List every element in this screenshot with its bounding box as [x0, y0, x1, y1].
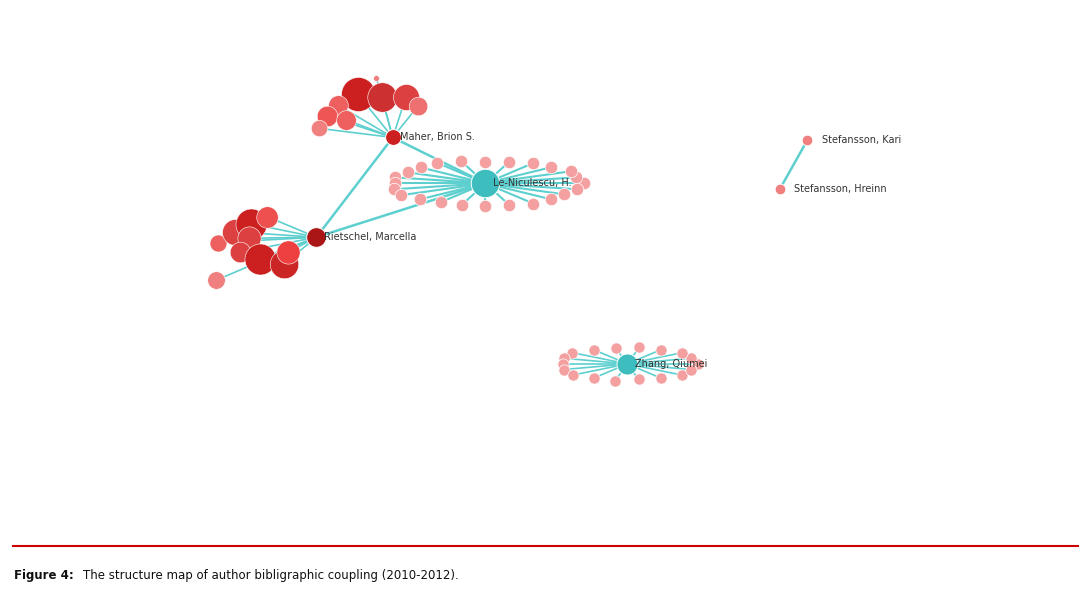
- Point: [373, 92, 391, 102]
- Point: [240, 234, 257, 243]
- Point: [652, 345, 670, 355]
- Point: [310, 123, 327, 133]
- Point: [207, 276, 225, 285]
- Point: [477, 179, 494, 188]
- Point: [673, 370, 691, 380]
- Point: [429, 158, 446, 168]
- Point: [555, 353, 573, 363]
- Text: Rietschel, Marcella: Rietschel, Marcella: [324, 232, 417, 242]
- Point: [329, 100, 347, 110]
- Point: [275, 259, 292, 269]
- Point: [397, 92, 415, 102]
- Point: [477, 201, 494, 211]
- Point: [279, 247, 297, 257]
- Point: [385, 184, 403, 194]
- Point: [619, 359, 636, 368]
- Point: [242, 219, 260, 228]
- Point: [771, 184, 789, 193]
- Text: Stefansson, Hreinn: Stefansson, Hreinn: [794, 184, 887, 193]
- Point: [500, 157, 517, 167]
- Point: [608, 343, 625, 353]
- Point: [453, 200, 470, 210]
- Point: [652, 373, 670, 383]
- Point: [409, 101, 427, 111]
- Point: [554, 359, 572, 368]
- Point: [631, 342, 648, 352]
- Point: [564, 370, 582, 380]
- Point: [393, 190, 410, 200]
- Point: [384, 133, 401, 143]
- Point: [453, 156, 470, 166]
- Point: [432, 198, 449, 207]
- Point: [386, 173, 404, 182]
- Point: [682, 353, 699, 363]
- Point: [386, 179, 404, 188]
- Point: [555, 189, 573, 199]
- Point: [555, 365, 573, 374]
- Point: [585, 345, 602, 355]
- Point: [319, 111, 336, 120]
- Point: [799, 135, 816, 145]
- Text: The structure map of author bibligraphic coupling (2010-2012).: The structure map of author bibligraphic…: [83, 568, 458, 582]
- Point: [542, 162, 560, 172]
- Point: [682, 365, 699, 374]
- Point: [412, 163, 430, 173]
- Point: [500, 200, 517, 210]
- Point: [231, 247, 249, 257]
- Text: Le-Niculescu, H.: Le-Niculescu, H.: [493, 179, 572, 188]
- Point: [399, 168, 417, 177]
- Point: [542, 195, 560, 204]
- Point: [630, 374, 647, 384]
- Point: [226, 227, 243, 237]
- Point: [251, 254, 268, 264]
- Text: Maher, Brion S.: Maher, Brion S.: [400, 132, 476, 143]
- Point: [308, 232, 325, 242]
- Point: [575, 179, 592, 188]
- Point: [607, 376, 624, 386]
- Point: [411, 195, 429, 204]
- Point: [567, 173, 585, 182]
- Point: [368, 73, 385, 83]
- Text: Stefansson, Kari: Stefansson, Kari: [822, 135, 901, 145]
- Point: [562, 167, 579, 176]
- Point: [209, 238, 227, 247]
- Point: [259, 212, 276, 222]
- Point: [337, 115, 355, 125]
- Point: [477, 157, 494, 167]
- Point: [349, 89, 367, 99]
- Point: [563, 348, 580, 358]
- Text: Zhang, Qiumei: Zhang, Qiumei: [635, 359, 707, 369]
- Point: [525, 199, 542, 208]
- Point: [525, 158, 542, 168]
- Point: [690, 359, 707, 368]
- Point: [568, 184, 586, 194]
- Point: [585, 373, 602, 383]
- Point: [674, 348, 692, 358]
- Text: Figure 4:: Figure 4:: [14, 568, 74, 582]
